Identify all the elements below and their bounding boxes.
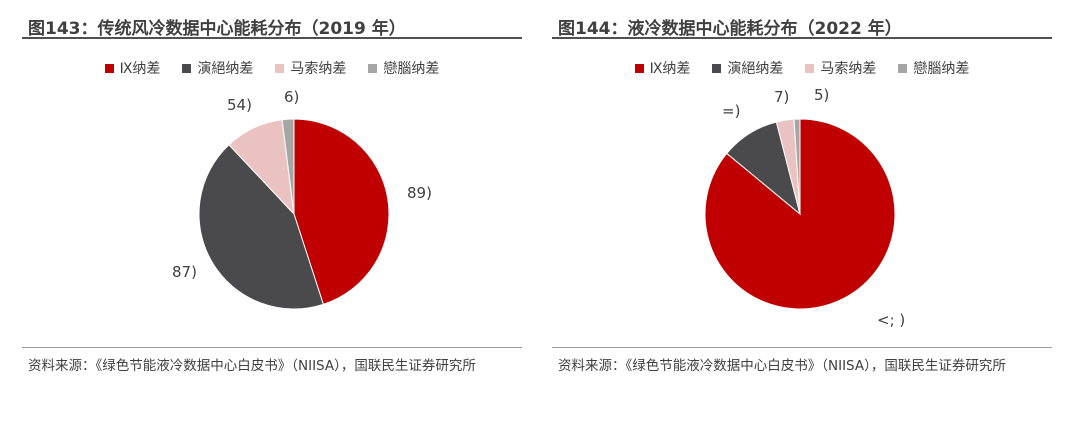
legend-label-it: Ⅸ纳差 [649,61,691,77]
chart-legend: Ⅸ纳差 演絕纳差 马索纳差 戀腦纳差 [552,58,1052,78]
chart-title: 图144：液冷数据中心能耗分布（2022 年） [558,19,902,39]
chart-title: 图143：传统风冷数据中心能耗分布（2019 年） [28,19,406,39]
title-rule [22,37,522,39]
legend-item-it: Ⅸ纳差 [104,58,161,78]
legend-item-cooling: 演絕纳差 [712,58,783,78]
data-label-other: 6) [284,88,299,106]
data-label-it: 89) [407,184,432,202]
legend-label-power: 马索纳差 [820,61,877,77]
legend-item-other: 戀腦纳差 [368,58,439,78]
pie-slice-other [793,118,801,215]
pie-slice-cooling [198,144,324,310]
legend-swatch-cooling [182,63,192,73]
source-note: 资料来源：《绿色节能液冷数据中心白皮书》（NIISA），国联民生证券研究所 [28,358,476,374]
legend-label-other: 戀腦纳差 [913,61,970,77]
legend-swatch-power [275,63,285,73]
data-label-cooling: =) [722,102,740,120]
legend-swatch-it [634,63,644,73]
legend-label-power: 马索纳差 [290,61,347,77]
pie-chart-2019: 89) 87) 54) 6) [172,88,432,310]
chart-panel-2019: 图143：传统风冷数据中心能耗分布（2019 年） Ⅸ纳差 演絕纳差 马索纳差 … [22,0,522,422]
chart-legend: Ⅸ纳差 演絕纳差 马索纳差 戀腦纳差 [22,58,522,78]
source-rule [22,347,522,348]
legend-item-power: 马索纳差 [275,58,346,78]
legend-label-cooling: 演絕纳差 [727,61,784,77]
legend-item-other: 戀腦纳差 [898,58,969,78]
source-rule [552,347,1052,348]
legend-swatch-power [805,63,815,73]
data-label-it: <; ) [877,311,905,329]
data-label-cooling: 87) [172,263,197,281]
legend-item-cooling: 演絕纳差 [182,58,253,78]
title-rule [552,37,1052,39]
legend-label-cooling: 演絕纳差 [197,61,254,77]
data-label-power: 7) [774,88,789,106]
pie-slice-it [293,118,390,305]
data-label-other: 5) [814,86,829,104]
legend-item-it: Ⅸ纳差 [634,58,691,78]
data-label-power: 54) [227,96,252,114]
legend-swatch-other [368,63,378,73]
legend-swatch-it [104,63,114,73]
source-note: 资料来源：《绿色节能液冷数据中心白皮书》（NIISA），国联民生证券研究所 [558,358,1006,374]
pie-chart-2022: <; ) =) 7) 5) [704,86,905,329]
legend-label-it: Ⅸ纳差 [119,61,161,77]
chart-panel-2022: 图144：液冷数据中心能耗分布（2022 年） Ⅸ纳差 演絕纳差 马索纳差 戀腦… [552,0,1052,422]
pie-slice-other [281,118,295,215]
legend-item-power: 马索纳差 [805,58,876,78]
legend-label-other: 戀腦纳差 [383,61,440,77]
legend-swatch-other [898,63,908,73]
legend-swatch-cooling [712,63,722,73]
